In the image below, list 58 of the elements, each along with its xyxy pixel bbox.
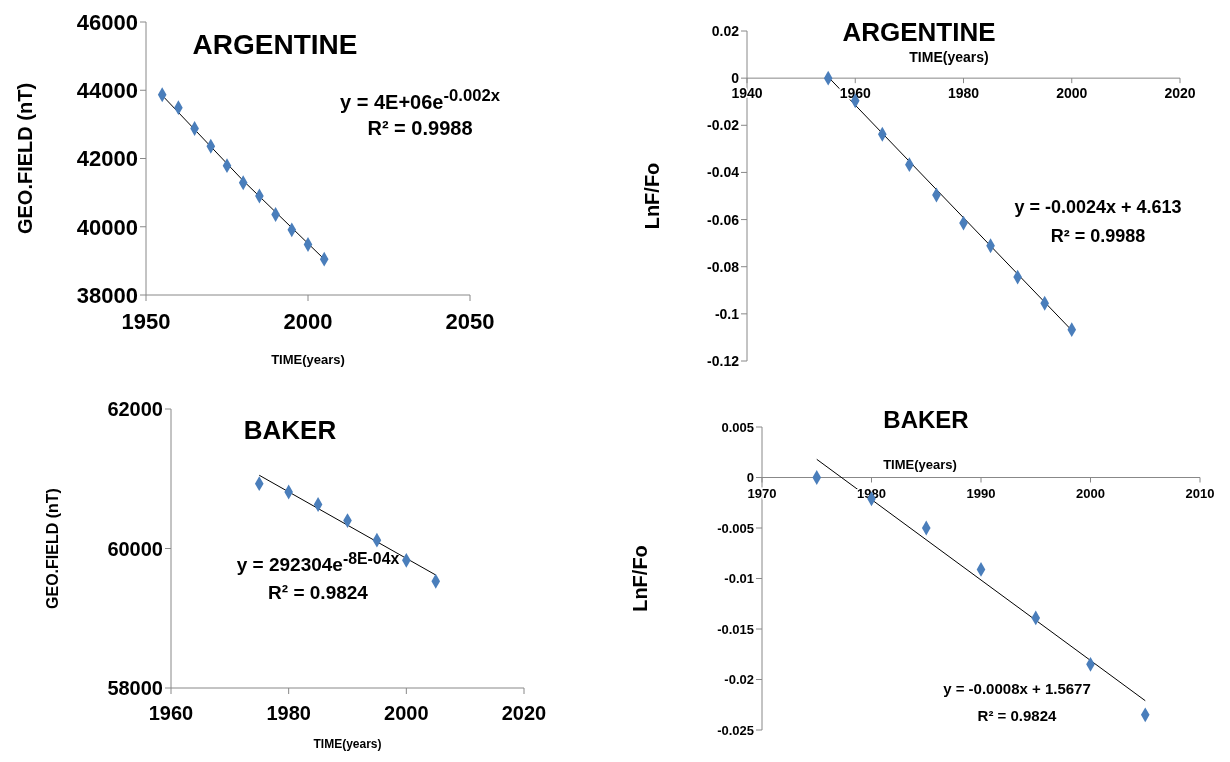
- y-axis-title: LnF/Fo: [641, 162, 664, 230]
- y-tick-label: 58000: [107, 677, 163, 700]
- y-tick-label: 62000: [107, 398, 163, 421]
- y-tick-label: -0.08: [707, 258, 740, 275]
- x-tick-label: 1950: [121, 308, 171, 334]
- y-axis-title: GEO.FIELD (nT): [14, 82, 37, 235]
- x-tick-label: 2000: [384, 702, 429, 725]
- x-tick-label: 1940: [731, 85, 763, 102]
- y-tick-label: -0.01: [724, 571, 754, 587]
- y-tick-label: 0.005: [721, 419, 754, 435]
- y-tick-label: -0.025: [717, 722, 754, 738]
- x-tick-label: 2000: [283, 308, 333, 334]
- y-axis-title: LnF/Fo: [629, 545, 652, 612]
- x-tick-label: 2020: [501, 702, 547, 725]
- x-axis-title: TIME(years): [883, 456, 957, 472]
- x-axis-title: TIME(years): [313, 737, 382, 751]
- annotation: R² = 0.9824: [268, 582, 368, 604]
- y-tick-label: -0.015: [717, 621, 754, 637]
- y-tick-label: 0: [731, 70, 740, 87]
- y-tick-label: 60000: [107, 537, 163, 560]
- y-tick-label: 42000: [76, 146, 138, 172]
- x-tick-label: 2050: [445, 308, 495, 334]
- x-tick-label: 1960: [148, 702, 194, 725]
- chart-title: BAKER: [883, 406, 969, 434]
- y-tick-label: -0.04: [707, 164, 740, 181]
- x-tick-label: 2010: [1185, 485, 1215, 501]
- y-tick-label: -0.02: [707, 117, 740, 134]
- y-tick-label: -0.12: [707, 352, 740, 369]
- y-tick-label: 40000: [76, 214, 138, 240]
- chart-title: ARGENTINE: [842, 16, 996, 48]
- x-tick-label: 2000: [1056, 85, 1088, 102]
- x-tick-label: 1970: [747, 485, 777, 501]
- x-tick-label: 1980: [947, 85, 980, 102]
- annotation: y = -0.0008x + 1.5677: [943, 679, 1091, 697]
- y-tick-label: -0.005: [717, 520, 754, 536]
- x-tick-label: 2020: [1164, 85, 1196, 102]
- annotation: y = 292304e$^{-8E-04x}$: [236, 549, 400, 577]
- x-tick-label: 2000: [1076, 485, 1105, 501]
- y-tick-label: 0.02: [711, 22, 740, 39]
- annotation: y = 4E+06e$^{-0.002x}$: [340, 86, 500, 114]
- y-tick-label: 38000: [76, 282, 138, 308]
- annotation: R² = 0.9988: [367, 116, 473, 140]
- x-tick-label: 1990: [966, 485, 996, 501]
- y-tick-label: 44000: [76, 78, 138, 104]
- y-tick-label: 0: [746, 470, 754, 486]
- x-tick-label: 1980: [266, 702, 311, 725]
- y-tick-label: -0.06: [707, 211, 740, 228]
- y-tick-label: 46000: [76, 9, 138, 35]
- y-axis-title: GEO.FIELD (nT): [43, 488, 61, 609]
- x-axis-title: TIME(years): [271, 352, 345, 367]
- x-axis-title: TIME(years): [909, 49, 989, 65]
- annotation: y = -0.0024x + 4.613: [1014, 196, 1182, 218]
- annotation: R² = 0.9988: [1050, 225, 1146, 247]
- chart-title: BAKER: [243, 414, 337, 446]
- chart-title: ARGENTINE: [192, 29, 358, 61]
- annotation: R² = 0.9824: [977, 706, 1057, 724]
- y-tick-label: -0.1: [714, 305, 740, 322]
- y-tick-label: -0.02: [724, 672, 754, 688]
